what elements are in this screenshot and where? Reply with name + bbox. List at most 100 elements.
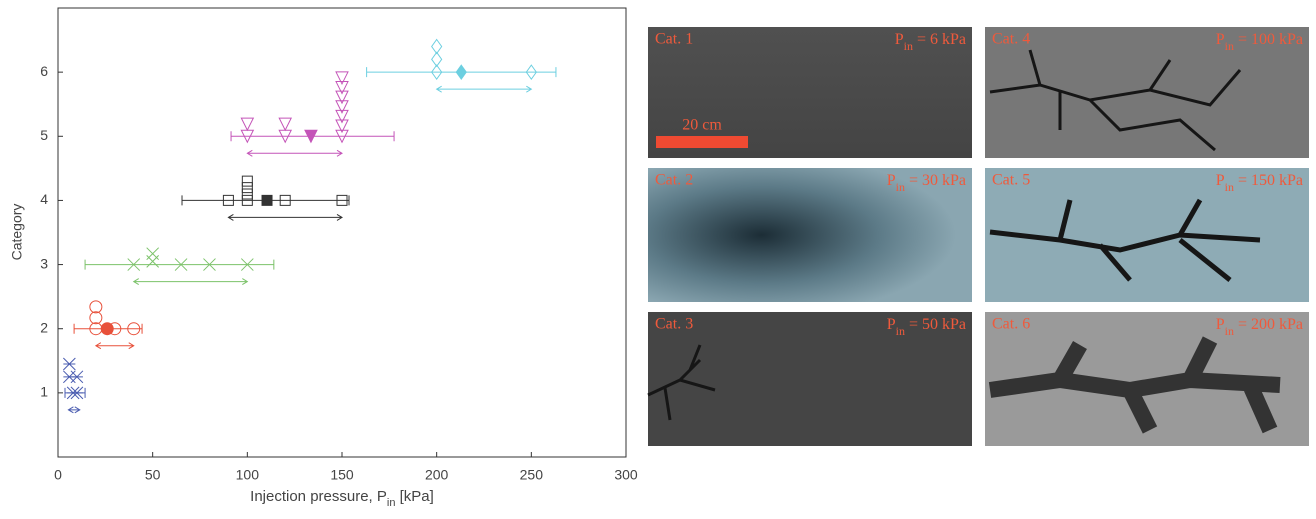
scale-bar-label: 20 cm [682, 117, 722, 134]
y-tick-label: 5 [40, 127, 48, 143]
range-arrow [246, 149, 343, 157]
x-tick-label: 50 [145, 467, 161, 483]
range-arrow [227, 214, 343, 221]
data-point [335, 81, 349, 95]
x-tick-label: 200 [425, 467, 449, 483]
pressure-symbol: P [887, 172, 896, 189]
x-label-sub: in [387, 497, 396, 509]
data-point [431, 51, 443, 68]
data-point [63, 357, 76, 371]
data-point [89, 311, 103, 325]
mean-marker [455, 64, 467, 81]
mean-marker [261, 194, 273, 206]
data-point [336, 194, 348, 206]
pressure-value: = 6 kPa [913, 31, 966, 48]
pressure-symbol: P [1216, 31, 1225, 48]
photo [648, 312, 972, 446]
data-point [335, 100, 349, 114]
pressure-value: = 30 kPa [905, 172, 966, 189]
y-tick-label: 6 [40, 63, 48, 79]
x-tick-label: 150 [330, 467, 354, 483]
range-arrow [94, 342, 135, 350]
data-point [241, 194, 253, 206]
data-point [222, 194, 234, 206]
pressure-symbol: P [1216, 172, 1225, 189]
panel-pressure: Pin = 150 kPa [1216, 172, 1303, 194]
error-bar [84, 259, 275, 270]
pressure-sub: in [896, 180, 905, 194]
data-point [335, 90, 349, 105]
panel-label: Cat. 1 [655, 31, 693, 48]
data-point [127, 322, 141, 336]
data-point [89, 300, 103, 314]
panel-label: Cat. 5 [992, 172, 1030, 189]
data-point [127, 258, 141, 271]
photo [648, 168, 972, 302]
pressure-sub: in [1225, 180, 1234, 194]
data-point [240, 117, 255, 132]
pressure-symbol: P [887, 316, 896, 333]
data-point [174, 258, 188, 271]
pressure-symbol: P [895, 31, 904, 48]
panel-pressure: Pin = 30 kPa [887, 172, 966, 194]
x-axis-label: Injection pressure, Pin [kPa] [250, 488, 434, 509]
scale-bar [656, 136, 748, 148]
data-point [525, 64, 537, 81]
x-tick-label: 100 [236, 467, 260, 483]
photo-panels [647, 27, 1309, 446]
y-axis-label: Category [9, 204, 25, 261]
panel-pressure: Pin = 100 kPa [1216, 31, 1303, 53]
mean-marker [304, 129, 318, 144]
y-tick-label: 2 [40, 319, 48, 335]
panel-label: Cat. 3 [655, 316, 693, 333]
pressure-value: = 200 kPa [1234, 316, 1303, 333]
data-point [70, 370, 84, 384]
fingers [647, 49, 1281, 434]
pressure-value: = 150 kPa [1234, 172, 1303, 189]
pressure-sub: in [896, 324, 905, 338]
panel-pressure: Pin = 6 kPa [895, 31, 966, 53]
pressure-value: = 100 kPa [1234, 31, 1303, 48]
panel-pressure: Pin = 200 kPa [1216, 316, 1303, 338]
photo [985, 27, 1309, 158]
data-point [335, 71, 349, 86]
mean-marker [100, 322, 114, 336]
data-point [431, 38, 443, 55]
x-tick-label: 250 [520, 467, 544, 483]
data-point [240, 258, 254, 271]
data-point [278, 117, 293, 132]
data-point [279, 194, 291, 206]
data-point [203, 258, 216, 271]
pressure-value: = 50 kPa [905, 316, 966, 333]
x-tick-label: 300 [614, 467, 638, 483]
y-tick-label: 1 [40, 384, 48, 400]
panel-pressure: Pin = 50 kPa [887, 316, 966, 338]
data-point [241, 175, 253, 187]
range-arrow [132, 278, 249, 285]
data-point [146, 255, 160, 268]
pressure-sub: in [1225, 39, 1234, 53]
data-point [335, 109, 349, 124]
panel-label: Cat. 2 [655, 172, 693, 189]
data-point [431, 64, 443, 81]
pressure-symbol: P [1216, 316, 1225, 333]
y-tick-label: 4 [40, 191, 48, 207]
x-label-unit: [kPa] [395, 488, 433, 505]
mean-marker [66, 386, 80, 400]
x-tick-label: 0 [54, 467, 62, 483]
data-point [241, 188, 253, 200]
y-tick-label: 3 [40, 255, 48, 271]
photo [985, 168, 1309, 302]
data-point [335, 129, 349, 144]
pressure-sub: in [1225, 324, 1234, 338]
pressure-sub: in [904, 39, 913, 53]
panel-label: Cat. 6 [992, 316, 1030, 333]
x-label-main: Injection pressure, P [250, 488, 387, 505]
axes-box [57, 7, 627, 458]
range-arrow [435, 85, 533, 93]
data-point [335, 119, 349, 134]
range-arrow [67, 406, 81, 414]
data-point [241, 182, 253, 194]
panel-label: Cat. 4 [992, 31, 1030, 48]
